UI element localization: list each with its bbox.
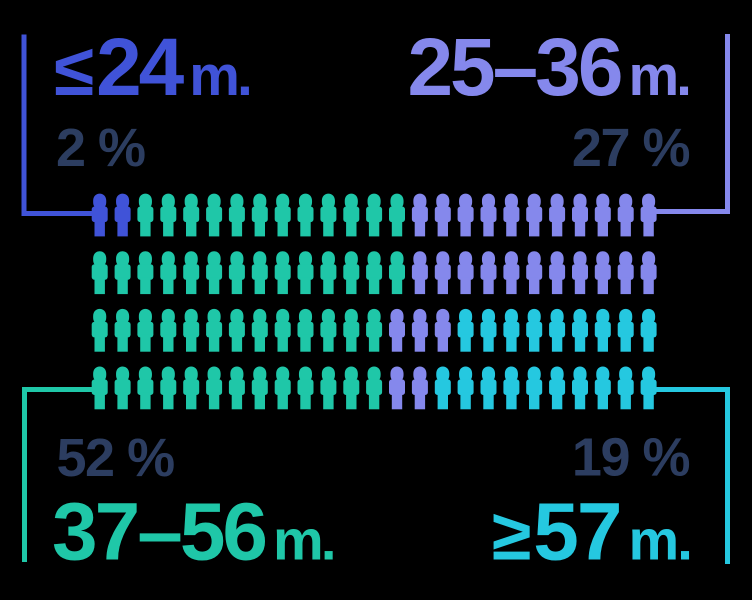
svg-text:2 %: 2 % <box>56 118 145 178</box>
svg-text:19 %: 19 % <box>572 428 690 488</box>
svg-text:≥57m.: ≥57 m. <box>492 487 691 578</box>
svg-text:52 %: 52 % <box>57 428 175 488</box>
svg-text:37–56m.: 37–56 m. <box>52 487 334 578</box>
svg-text:27 %: 27 % <box>572 118 690 178</box>
svg-text:≤24m.: ≤24 m. <box>54 22 250 113</box>
svg-text:25–36m.: 25–36 m. <box>407 22 689 113</box>
